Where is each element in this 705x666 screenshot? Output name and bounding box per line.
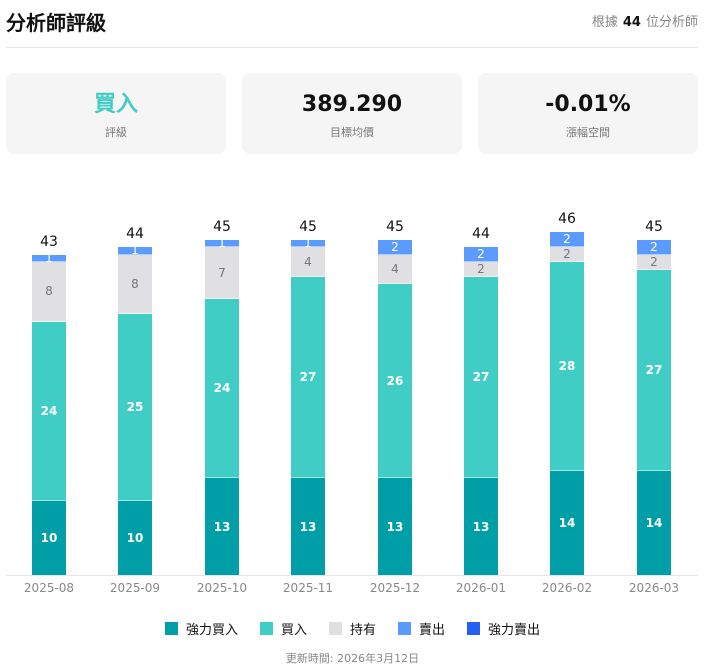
- x-axis-label: 2026-01: [455, 581, 507, 595]
- segment-賣出[interactable]: 1: [32, 251, 66, 265]
- segment-賣出[interactable]: 1: [205, 236, 239, 250]
- segment-持有[interactable]: 8: [118, 254, 152, 315]
- x-axis-label: 2025-08: [23, 581, 75, 595]
- segment-買入[interactable]: 24: [32, 321, 66, 501]
- rating-value: 買入: [93, 92, 138, 117]
- bar-2026-02[interactable]: 14 28 2 2: [550, 232, 584, 575]
- page-title: 分析師評級: [6, 11, 106, 35]
- analyst-count-info: 根據 44 位分析師: [591, 15, 698, 30]
- x-axis-label: 2026-03: [628, 581, 680, 595]
- x-axis-label: 2025-10: [196, 581, 248, 595]
- legend-label: 賣出: [419, 623, 446, 638]
- segment-買入[interactable]: 27: [637, 269, 671, 471]
- upside-label: 漲幅空間: [566, 126, 610, 139]
- bar-2026-03[interactable]: 14 27 2 2: [637, 240, 671, 575]
- segment-持有[interactable]: 2: [550, 247, 584, 263]
- bar-2026-01[interactable]: 13 27 2 2: [464, 247, 498, 575]
- summary-cards: 買入 評級 389.290 目標均價 -0.01% 漲幅空間: [6, 73, 698, 154]
- update-time: 更新時間: 2026年3月12日: [285, 652, 420, 665]
- legend-item[interactable]: 持有: [328, 619, 376, 638]
- segment-強力買入[interactable]: 14: [550, 470, 584, 575]
- bar-total: 45: [645, 218, 663, 235]
- x-axis-label: 2025-09: [109, 581, 161, 595]
- upside-card: -0.01% 漲幅空間: [478, 73, 698, 154]
- target-price-card: 389.290 目標均價: [242, 73, 462, 154]
- segment-買入[interactable]: 28: [550, 262, 584, 471]
- bar-2025-08[interactable]: 10 24 8 1: [32, 251, 66, 575]
- x-axis-label: 2025-11: [282, 581, 334, 595]
- segment-持有[interactable]: 2: [637, 255, 671, 270]
- legend-item[interactable]: 賣出: [398, 619, 445, 638]
- segment-持有[interactable]: 7: [205, 247, 239, 300]
- segment-賣出[interactable]: 2: [637, 240, 671, 255]
- segment-持有[interactable]: 8: [32, 262, 66, 322]
- legend-label: 持有: [349, 623, 376, 638]
- segment-賣出[interactable]: 2: [464, 247, 498, 263]
- segment-強力買入[interactable]: 13: [378, 478, 412, 575]
- segment-買入[interactable]: 25: [118, 314, 152, 501]
- segment-持有[interactable]: 4: [291, 247, 325, 278]
- bar-2025-09[interactable]: 10 25 8 1: [118, 243, 152, 575]
- bar-2025-11[interactable]: 13 27 4 1: [291, 236, 325, 575]
- target-price-value: 389.290: [301, 92, 403, 117]
- bar-total: 45: [386, 218, 404, 235]
- segment-持有[interactable]: 2: [464, 262, 498, 278]
- legend-swatch-icon: [164, 622, 178, 635]
- bar-total: 45: [213, 218, 231, 235]
- segment-強力買入[interactable]: 10: [118, 500, 152, 575]
- legend-item[interactable]: 強力買入: [164, 619, 238, 638]
- segment-賣出[interactable]: 2: [378, 240, 412, 255]
- segment-買入[interactable]: 26: [378, 284, 412, 479]
- bar-2025-12[interactable]: 13 26 4 2: [378, 240, 412, 575]
- bar-total: 45: [299, 218, 317, 235]
- rating-card: 買入 評級: [6, 73, 226, 154]
- segment-買入[interactable]: 24: [205, 299, 239, 479]
- bar-total: 46: [558, 211, 576, 228]
- upside-value: -0.01%: [545, 92, 631, 117]
- segment-強力買入[interactable]: 13: [205, 478, 239, 575]
- rating-label: 評級: [105, 126, 127, 139]
- segment-強力買入[interactable]: 14: [637, 470, 671, 575]
- x-axis-label: 2025-12: [369, 581, 421, 595]
- analyst-count: 44: [622, 15, 641, 30]
- segment-賣出[interactable]: 1: [291, 236, 325, 250]
- segment-強力買入[interactable]: 13: [464, 478, 498, 575]
- segment-強力買入[interactable]: 13: [291, 478, 325, 575]
- target-price-label: 目標均價: [330, 126, 374, 139]
- legend-swatch-icon: [259, 622, 273, 635]
- segment-賣出[interactable]: 1: [118, 243, 152, 257]
- segment-買入[interactable]: 27: [291, 277, 325, 479]
- legend-swatch-icon: [328, 622, 342, 635]
- legend-label: 買入: [280, 623, 307, 638]
- x-axis-label: 2026-02: [541, 581, 593, 595]
- bar-total: 44: [472, 226, 490, 243]
- bar-2025-10[interactable]: 13 24 7 1: [205, 236, 239, 575]
- chart-legend: 強力買入 買入 持有 賣出 強力賣出: [0, 619, 705, 638]
- header: 分析師評級 根據 44 位分析師: [6, 0, 698, 48]
- legend-swatch-icon: [398, 622, 411, 635]
- segment-賣出[interactable]: 2: [550, 232, 584, 248]
- segment-強力買入[interactable]: 10: [32, 500, 66, 575]
- rating-chart: 10 24 8 1 43 10 25 8 1 44 13 24 7 1 45 13 27 4 1 45 13 26 4 2 45…: [6, 190, 698, 576]
- legend-item[interactable]: 買入: [259, 619, 307, 638]
- segment-持有[interactable]: 4: [378, 254, 412, 285]
- legend-swatch-icon: [467, 622, 481, 635]
- legend-label: 強力賣出: [488, 623, 541, 638]
- bar-total: 44: [126, 226, 144, 243]
- legend-item[interactable]: 強力賣出: [467, 619, 540, 638]
- segment-買入[interactable]: 27: [464, 277, 498, 479]
- legend-label: 強力買入: [185, 623, 238, 638]
- bar-total: 43: [40, 233, 58, 250]
